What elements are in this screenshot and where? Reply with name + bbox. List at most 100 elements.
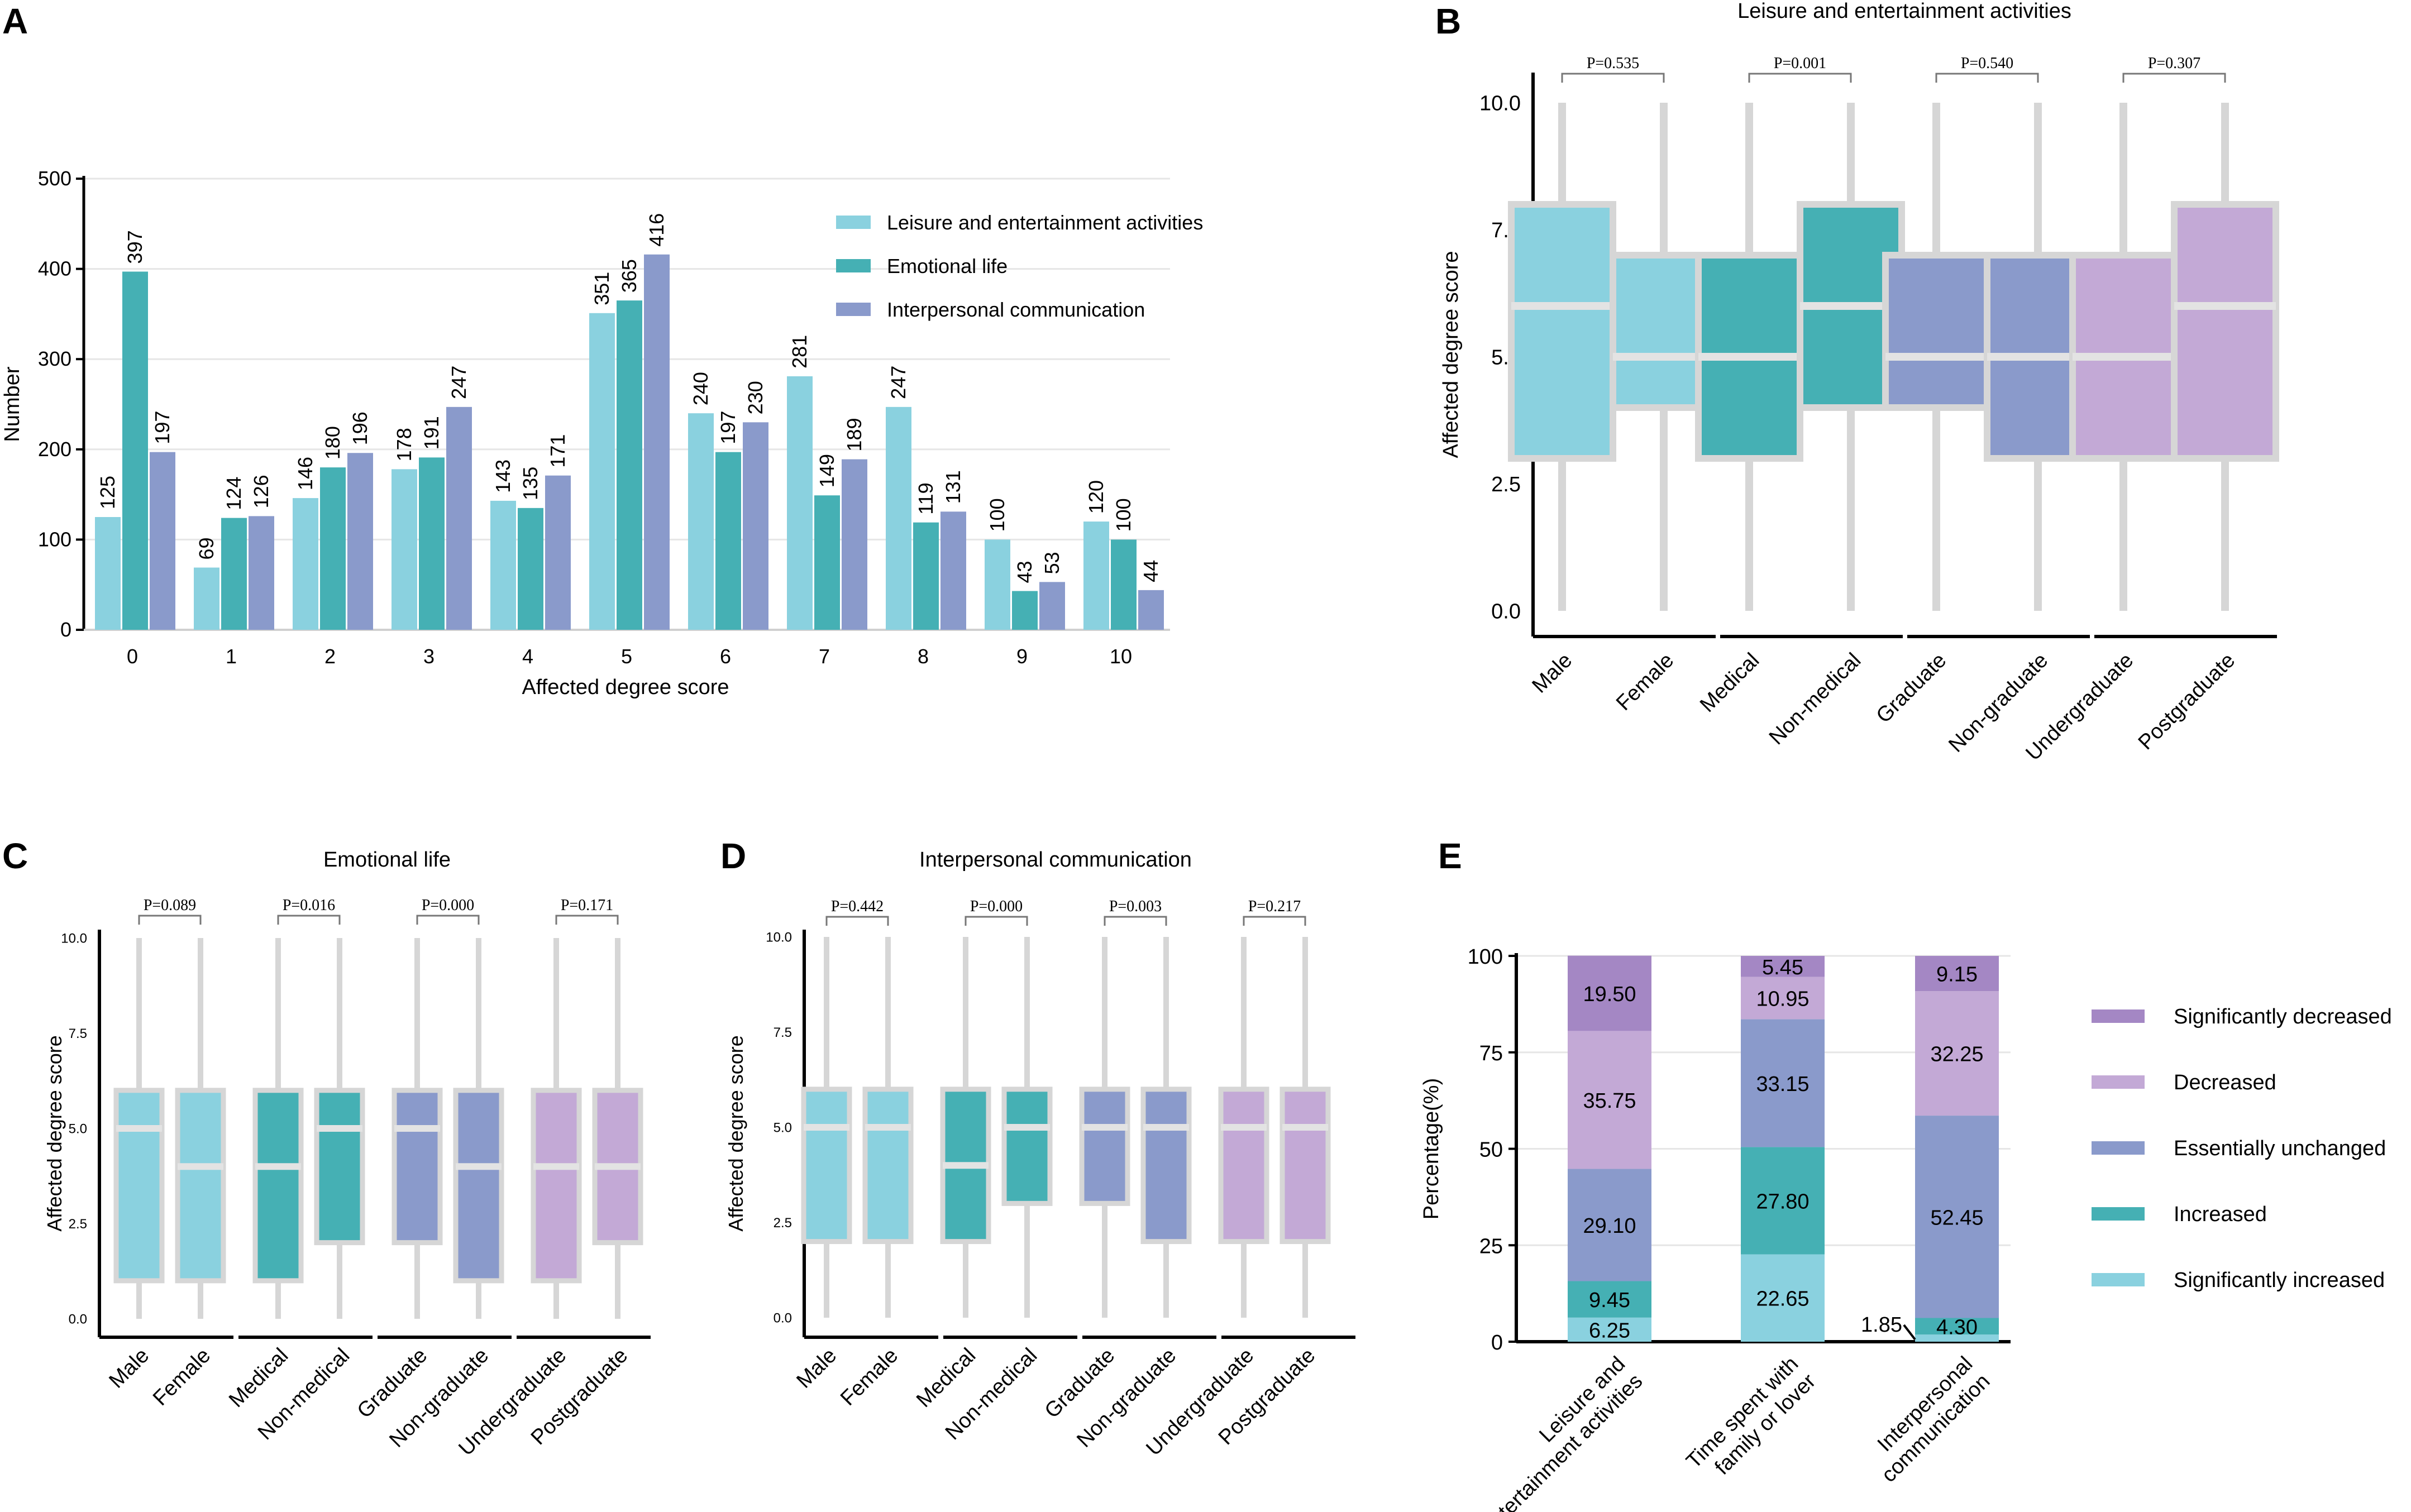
panel-label-c: C <box>2 836 28 876</box>
bar-value-label: 43 <box>1013 561 1036 583</box>
bar <box>1012 591 1038 630</box>
x-tick-label-line: entertainment activities <box>1477 1370 1648 1512</box>
legend-label: Increased <box>2174 1203 2267 1226</box>
legend-label: Leisure and entertainment activities <box>887 211 1203 234</box>
panel-label-e: E <box>1438 836 1462 876</box>
y-tick-label: 5.0 <box>774 1120 792 1135</box>
bar <box>545 475 571 630</box>
y-tick-label: 75 <box>1479 1042 1503 1065</box>
significance-bracket <box>277 915 341 925</box>
bar-value-label: 247 <box>447 366 470 399</box>
bar <box>940 511 966 630</box>
y-tick-label: 0.0 <box>1491 600 1521 623</box>
p-value-label: P=0.307 <box>2148 55 2200 72</box>
stacked-segment <box>1741 1147 1825 1255</box>
panel-title: Emotional life <box>323 848 451 872</box>
y-tick-label: 5.0 <box>69 1121 87 1136</box>
x-tick-label: Male <box>104 1344 154 1393</box>
p-value-label: P=0.535 <box>1587 55 1639 72</box>
bar <box>95 517 121 630</box>
leader-line <box>1903 1324 1916 1341</box>
p-value-label: P=0.089 <box>144 897 196 914</box>
p-value-label: P=0.000 <box>422 897 474 914</box>
bar-value-label: 44 <box>1139 560 1162 582</box>
stacked-segment <box>1741 956 1825 977</box>
stacked-segment <box>1568 1281 1651 1318</box>
y-tick-label: 7.5 <box>774 1025 792 1040</box>
bar-value-label: 146 <box>294 457 317 490</box>
y-axis-title: Affected degree score <box>43 1035 66 1232</box>
bar <box>1138 590 1164 630</box>
legend-swatch <box>836 216 871 229</box>
segment-value-label: 27.80 <box>1756 1190 1809 1213</box>
x-tick-label: 8 <box>918 645 929 668</box>
box <box>1508 201 1616 462</box>
bar-value-label: 135 <box>519 467 542 500</box>
x-tick-label: 3 <box>423 645 435 668</box>
significance-bracket <box>555 915 619 925</box>
legend-swatch <box>2092 1141 2145 1155</box>
box <box>113 1088 165 1284</box>
legend-swatch <box>2092 1273 2145 1286</box>
stacked-segment <box>1568 1169 1651 1281</box>
p-value-label: P=0.001 <box>1774 55 1826 72</box>
bar-value-label: 180 <box>321 426 344 460</box>
legend-swatch <box>836 303 871 316</box>
x-tick-label: Graduate <box>1872 649 1951 728</box>
bar-value-label: 197 <box>151 411 174 444</box>
y-tick-label: 50 <box>1479 1138 1503 1162</box>
bar <box>320 467 346 630</box>
bar-value-label: 143 <box>491 460 514 493</box>
panel-b-box-plot: Leisure and entertainment activities Affe… <box>1439 0 2279 765</box>
x-tick-label: 5 <box>621 645 632 668</box>
y-tick-label: 0 <box>60 618 71 641</box>
bar <box>644 254 670 630</box>
panel-c-box-plot: Emotional life Affected degree score 0.0 2.… <box>43 848 651 1461</box>
segment-value-label: 5.45 <box>1762 956 1803 979</box>
bar <box>1083 521 1109 630</box>
stacked-segment <box>1915 1334 1999 1342</box>
x-tick-label: Male <box>1527 649 1577 698</box>
y-tick-label: 0.0 <box>69 1312 87 1327</box>
legend-label: Decreased <box>2174 1071 2276 1094</box>
bar <box>787 376 813 630</box>
box <box>252 1088 304 1284</box>
p-value-label: P=0.217 <box>1248 898 1301 915</box>
box <box>175 1088 226 1284</box>
legend-label: Emotional life <box>887 255 1008 277</box>
x-tick-label: Time spent withfamily or lover <box>1682 1352 1821 1490</box>
bar-value-label: 178 <box>393 428 416 461</box>
bar <box>518 508 543 630</box>
panel-label-a: A <box>2 1 28 41</box>
p-value-label: P=0.171 <box>561 897 613 914</box>
x-tick-label: 2 <box>324 645 336 668</box>
panel-title: Leisure and entertainment activities <box>1737 0 2071 23</box>
bar-value-label: 365 <box>618 259 641 293</box>
bar-value-label: 189 <box>843 418 866 451</box>
bar <box>913 522 939 630</box>
x-tick-label: Female <box>836 1344 903 1410</box>
bar <box>743 422 768 630</box>
significance-bracket <box>138 915 202 925</box>
x-tick-label: Female <box>1612 649 1678 715</box>
bar-value-label: 191 <box>420 416 443 449</box>
bar <box>249 516 274 630</box>
p-value-label: P=0.540 <box>1961 55 2013 72</box>
bar <box>842 459 867 630</box>
stacked-segment <box>1568 1031 1651 1169</box>
stacked-segment <box>1915 991 1999 1116</box>
x-tick-label: 1 <box>226 645 237 668</box>
bar <box>1039 582 1065 630</box>
bar <box>688 413 714 630</box>
bar-value-label: 100 <box>986 498 1009 532</box>
bar <box>122 271 148 630</box>
segment-value-label: 9.15 <box>1936 963 1978 987</box>
box <box>862 1087 914 1245</box>
x-tick-label: Leisure andentertainment activities <box>1460 1352 1648 1512</box>
y-tick-label: 100 <box>38 528 71 551</box>
bar-value-label: 281 <box>788 335 811 369</box>
box <box>1882 252 1990 411</box>
y-tick-label: 7.5 <box>69 1026 87 1041</box>
